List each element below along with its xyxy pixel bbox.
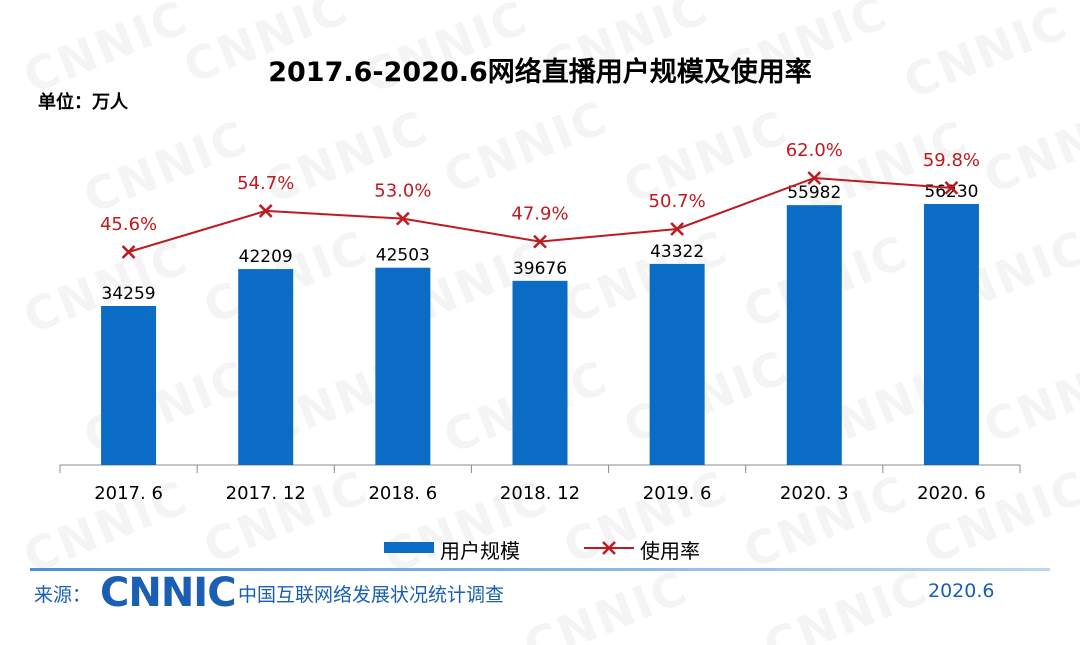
- x-tick-label: 2017. 6: [94, 483, 163, 504]
- bar-value-label: 43322: [650, 242, 704, 262]
- watermark-text: CNNIC: [516, 560, 695, 645]
- line-point-marker: [944, 181, 959, 195]
- line-point-marker: [395, 211, 410, 226]
- chart-title: 2017.6-2020.6网络直播用户规模及使用率: [268, 57, 812, 88]
- legend-line-swatch: [584, 541, 634, 555]
- source-date: 2020.6: [928, 580, 995, 602]
- line-value-label: 53.0%: [374, 181, 431, 202]
- line-point-marker: [670, 222, 685, 236]
- source-name: 中国互联网络发展状况统计调查: [238, 584, 505, 606]
- bar-value-label: 42503: [376, 246, 430, 266]
- unit-label: 单位：万人: [38, 92, 128, 113]
- line-value-label: 62.0%: [786, 140, 843, 161]
- bar-value-label: 56230: [924, 182, 978, 202]
- x-tick-label: 2017. 12: [226, 483, 306, 504]
- bar: [512, 280, 568, 465]
- x-tick-label: 2018. 12: [500, 483, 580, 504]
- bar-value-label: 55982: [787, 183, 841, 203]
- bar: [649, 263, 705, 465]
- line-value-label: 50.7%: [649, 191, 706, 212]
- bar: [375, 267, 431, 465]
- bar: [238, 269, 294, 465]
- bar: [101, 305, 157, 465]
- line-point-marker: [807, 171, 822, 185]
- legend: 用户规模 使用率: [0, 533, 1080, 563]
- chart-area: 34259 2017. 6 42209 2017. 12 42503 2018. 6 396…: [59, 140, 1021, 504]
- x-tick-label: 2019. 6: [643, 483, 712, 504]
- line-value-label: 59.8%: [923, 150, 980, 171]
- line-value-label: 45.6%: [100, 214, 157, 235]
- bar-value-label: 42209: [239, 247, 293, 267]
- legend-bar-swatch: [384, 542, 434, 553]
- bar: [786, 205, 842, 465]
- line-value-label: 54.7%: [237, 173, 294, 194]
- line-point-marker: [258, 204, 273, 218]
- x-tick-label: 2020. 3: [780, 483, 849, 504]
- cnnic-logo: CNNIC: [100, 570, 237, 616]
- line-point-marker: [533, 234, 547, 249]
- line-point-marker: [121, 245, 136, 259]
- bar: [923, 204, 979, 465]
- legend-line-label: 使用率: [640, 539, 700, 563]
- source-label: 来源：: [34, 584, 92, 606]
- bar-value-label: 34259: [102, 284, 156, 304]
- x-tick-label: 2020. 6: [917, 483, 986, 504]
- bar-value-label: 39676: [513, 259, 567, 279]
- watermark-text: CNNIC: [756, 560, 935, 645]
- x-tick-label: 2018. 6: [368, 483, 437, 504]
- footer-divider: [30, 568, 1050, 571]
- line-value-label: 47.9%: [511, 204, 568, 225]
- legend-bar-label: 用户规模: [440, 539, 520, 563]
